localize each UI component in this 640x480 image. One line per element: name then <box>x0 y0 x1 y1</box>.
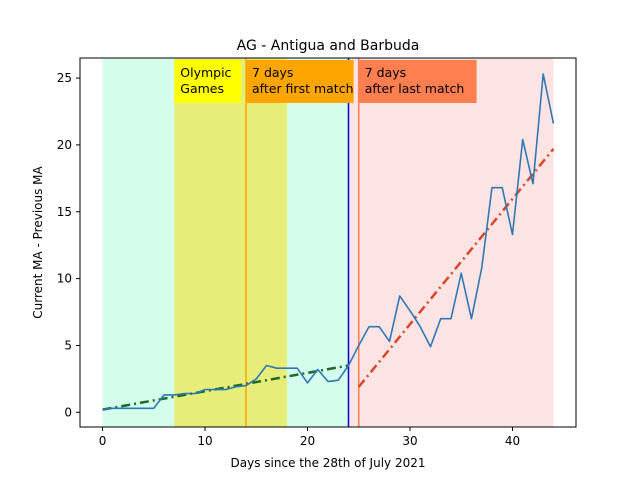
y-tick-label-3: 15 <box>57 205 72 219</box>
y-tick-label-2: 10 <box>57 272 72 286</box>
y-tick-label-0: 0 <box>64 405 72 419</box>
annotation-text-1-0: 7 days <box>252 65 293 80</box>
annotation-text-0-0: Olympic <box>180 65 231 80</box>
region-2 <box>287 58 349 427</box>
x-tick-label-1: 10 <box>197 434 212 448</box>
x-axis-ticks: 0 10 20 30 40 <box>99 427 520 448</box>
shaded-regions <box>102 58 554 427</box>
annotation-text-0-1: Games <box>180 81 224 96</box>
region-3 <box>348 58 554 427</box>
annotation-text-2-0: 7 days <box>365 65 406 80</box>
trendlines <box>102 148 555 411</box>
data-series <box>102 73 555 411</box>
region-0 <box>102 58 175 427</box>
annotation-box-2 <box>358 60 477 103</box>
plot-frame <box>79 57 577 428</box>
y-tick-label-5: 25 <box>57 71 72 85</box>
x-axis-label: Days since the 28th of July 2021 <box>231 456 426 470</box>
annotation-box-1 <box>246 60 354 103</box>
series-line-0 <box>102 73 555 411</box>
x-tick-label-4: 40 <box>505 434 520 448</box>
x-tick-label-0: 0 <box>99 434 107 448</box>
region-1 <box>174 58 288 427</box>
trendline-0 <box>102 364 349 411</box>
y-tick-label-4: 20 <box>57 138 72 152</box>
x-tick-label-2: 20 <box>300 434 315 448</box>
y-tick-label-1: 5 <box>64 338 72 352</box>
chart-title: AG - Antigua and Barbuda <box>237 38 420 54</box>
x-tick-label-3: 30 <box>402 434 417 448</box>
annotation-box-0 <box>174 60 241 103</box>
trendline-1 <box>357 148 555 388</box>
annotation-text-1-1: after first match <box>252 81 353 96</box>
annotation-text-2-1: after last match <box>365 81 465 96</box>
y-axis-label: Current MA - Previous MA <box>31 165 45 318</box>
y-axis-ticks: 0 5 10 15 20 25 <box>57 71 80 419</box>
